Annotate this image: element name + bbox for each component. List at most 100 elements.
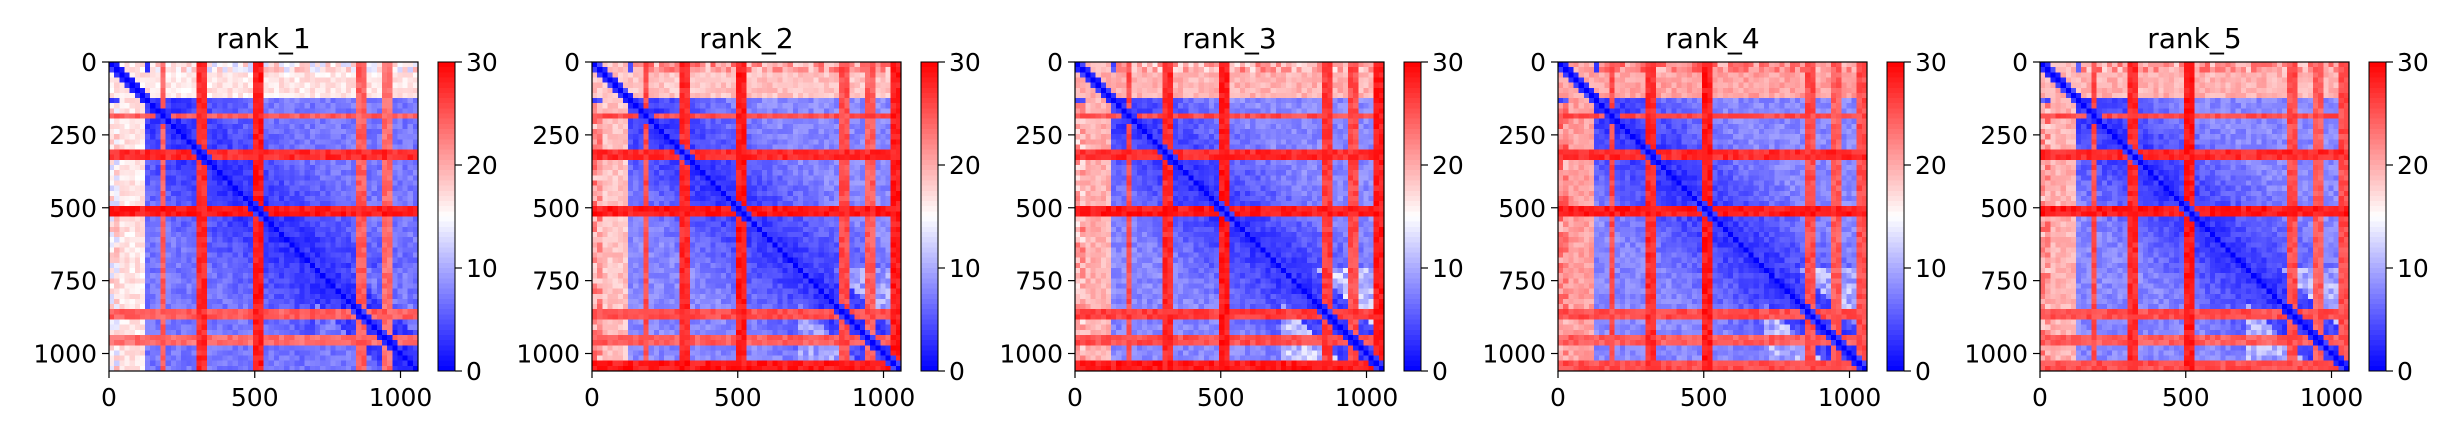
heatmap-cell [186, 72, 192, 79]
heatmap-cell [345, 273, 352, 279]
heatmap-cell [325, 257, 332, 264]
heatmap-cell [607, 87, 614, 94]
heatmap-cell [304, 67, 311, 73]
colorbar-segment [438, 139, 455, 145]
heatmap-cell [392, 206, 398, 212]
heatmap-cell [366, 314, 373, 321]
heatmap-cell [232, 201, 239, 207]
heatmap-cell [823, 123, 830, 130]
heatmap-cell [129, 340, 136, 346]
heatmap-cell [175, 118, 182, 125]
heatmap-cell [340, 211, 347, 218]
heatmap-cell [134, 340, 141, 346]
heatmap-cell [720, 77, 727, 84]
heatmap-cell [289, 108, 295, 115]
heatmap-cell [890, 149, 897, 156]
heatmap-cell [155, 304, 162, 310]
heatmap-cell [206, 77, 213, 84]
heatmap-cell [155, 231, 162, 238]
heatmap-cell [335, 72, 342, 79]
heatmap-cell [134, 62, 141, 68]
heatmap-cell [746, 67, 753, 73]
heatmap-cell [777, 62, 784, 68]
heatmap-cell [186, 298, 192, 305]
heatmap-cell [268, 365, 275, 372]
heatmap-cell [885, 108, 892, 115]
heatmap-cell [129, 319, 136, 326]
heatmap-cell [134, 113, 141, 120]
heatmap-cell [263, 360, 270, 367]
heatmap-cell [376, 211, 383, 218]
heatmap-cell [232, 62, 239, 68]
heatmap-cell [366, 268, 373, 274]
y-tick-label: 750 [49, 267, 97, 296]
heatmap-cell [160, 62, 167, 68]
heatmap-cell [803, 139, 809, 145]
heatmap-cell [191, 231, 198, 238]
heatmap-cell [792, 123, 799, 130]
heatmap-cell [767, 165, 773, 171]
heatmap-cell [237, 298, 244, 305]
heatmap-cell [392, 319, 398, 326]
heatmap-cell [124, 134, 131, 140]
heatmap-cell [351, 139, 357, 145]
heatmap-cell [720, 154, 727, 161]
heatmap-cell [284, 165, 290, 171]
heatmap-cell [392, 113, 398, 120]
heatmap-cell [268, 144, 275, 151]
heatmap-cell [258, 329, 265, 336]
heatmap-cell [700, 72, 706, 79]
heatmap-cell [304, 154, 311, 161]
heatmap-cell [186, 221, 192, 228]
heatmap-cell [248, 180, 254, 187]
heatmap-cell [392, 159, 398, 166]
heatmap-cell [381, 123, 388, 130]
heatmap-cell [412, 206, 419, 212]
heatmap-cell [119, 345, 126, 351]
heatmap-cell [217, 149, 223, 156]
heatmap-cell [227, 118, 234, 125]
heatmap-cell [412, 273, 419, 279]
heatmap-cell [294, 355, 301, 362]
heatmap-cell [376, 195, 383, 202]
heatmap-cell [181, 237, 187, 243]
heatmap-cell [684, 118, 691, 125]
heatmap-cell [792, 128, 799, 135]
heatmap-cell [237, 309, 244, 315]
heatmap-cell [612, 72, 619, 79]
heatmap-cell [155, 67, 162, 73]
heatmap-cell [777, 103, 784, 109]
heatmap-cell [658, 149, 665, 156]
heatmap-cell [767, 128, 773, 135]
heatmap-cell [689, 113, 696, 120]
heatmap-cell [315, 108, 321, 115]
heatmap-cell [351, 201, 357, 207]
heatmap-cell [345, 165, 352, 171]
heatmap-cell [335, 242, 342, 248]
heatmap-cell [633, 108, 639, 115]
heatmap-cell [366, 92, 373, 99]
heatmap-cell [155, 123, 162, 130]
heatmap-cell [859, 144, 866, 151]
heatmap-cell [299, 268, 306, 274]
heatmap-cell [191, 293, 198, 300]
heatmap-cell [315, 355, 321, 362]
heatmap-cell [299, 195, 306, 202]
heatmap-cell [617, 103, 624, 109]
heatmap-cell [294, 324, 301, 331]
heatmap-cell [273, 113, 280, 120]
heatmap-cell [381, 345, 388, 351]
heatmap-cell [330, 195, 337, 202]
heatmap-cell [278, 319, 285, 326]
heatmap-cell [150, 87, 156, 94]
heatmap-cell [592, 92, 598, 99]
heatmap-cell [839, 154, 845, 161]
heatmap-cell [741, 128, 748, 135]
heatmap-cell [273, 62, 280, 68]
heatmap-cell [119, 195, 126, 202]
heatmap-cell [612, 67, 619, 73]
heatmap-cell [823, 98, 830, 104]
heatmap-cell [756, 144, 763, 151]
heatmap-cell [263, 190, 270, 197]
heatmap-cell [849, 103, 856, 109]
